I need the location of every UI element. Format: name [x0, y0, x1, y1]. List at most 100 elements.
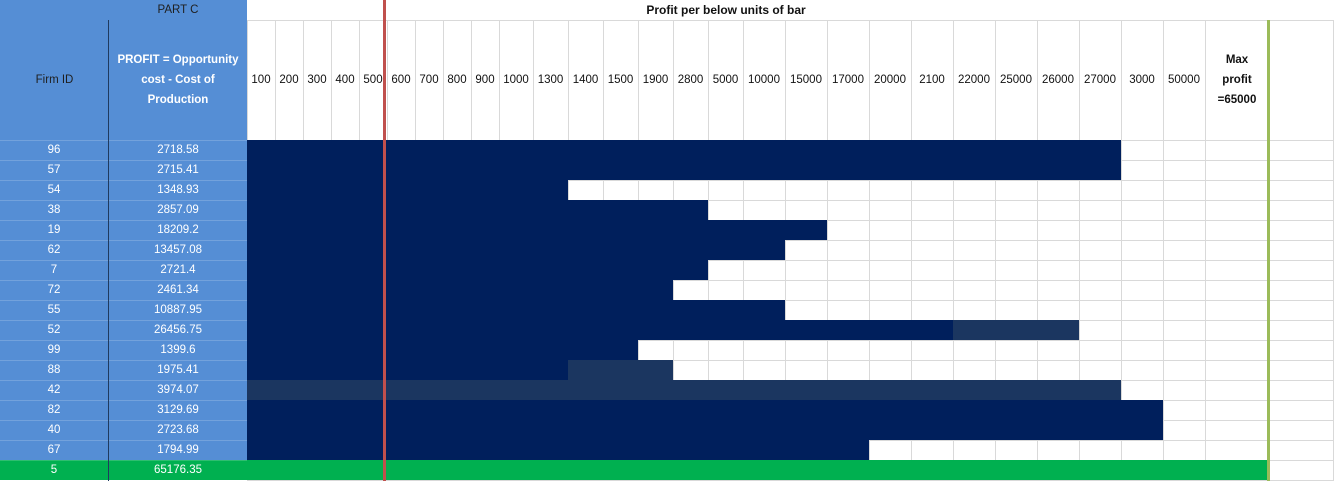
firm-id-cell: 5	[50, 464, 58, 476]
profit-cell: 1399.6	[160, 344, 196, 356]
firm-id-cell: 67	[47, 444, 61, 456]
max-profit-line2: profit	[1222, 74, 1252, 86]
profit-bar	[247, 380, 1121, 400]
column-header: 50000	[1168, 74, 1200, 86]
max-profit-row-highlight	[0, 460, 1269, 480]
column-header: 2100	[919, 74, 945, 86]
firm-id-cell: 7	[50, 264, 58, 276]
grid-horizontal	[247, 360, 1334, 361]
grid-vertical	[995, 20, 996, 481]
column-header: 10000	[748, 74, 780, 86]
grid-vertical	[1205, 20, 1206, 481]
grid-vertical	[1079, 20, 1080, 481]
column-header: 15000	[790, 74, 822, 86]
column-header: 5000	[712, 74, 739, 86]
grid-vertical	[1121, 20, 1122, 481]
firm-id-cell: 54	[47, 184, 61, 196]
grid-horizontal	[247, 340, 1334, 341]
profit-bar	[247, 340, 638, 360]
firm-id-header: Firm ID	[35, 74, 74, 86]
profit-cell: 2723.68	[157, 424, 199, 436]
column-header: 20000	[874, 74, 906, 86]
grid-horizontal	[247, 20, 1334, 21]
chart-title: Profit per below units of bar	[646, 3, 806, 17]
part-label: PART C	[157, 4, 199, 16]
column-header: 700	[419, 74, 439, 86]
profit-bar	[247, 260, 708, 280]
column-header: 27000	[1084, 74, 1116, 86]
row-separator	[0, 380, 247, 381]
row-separator	[0, 200, 247, 201]
grid-vertical	[911, 20, 912, 481]
column-header: 1900	[642, 74, 669, 86]
column-header: 3000	[1129, 74, 1155, 86]
profit-header-line1: PROFIT = Opportunity	[117, 54, 239, 66]
row-separator	[0, 320, 247, 321]
column-header: 200	[279, 74, 299, 86]
profit-bar	[953, 320, 1079, 340]
profit-bar	[247, 240, 785, 260]
row-separator	[0, 240, 247, 241]
profit-bar	[247, 180, 568, 200]
column-header: 300	[307, 74, 327, 86]
grid-vertical	[1037, 20, 1038, 481]
firm-id-cell: 62	[47, 244, 61, 256]
column-header: 500	[363, 74, 383, 86]
firm-id-cell: 99	[47, 344, 61, 356]
column-header: 900	[475, 74, 495, 86]
profit-cell: 18209.2	[157, 224, 199, 236]
firm-id-cell: 38	[47, 204, 61, 216]
row-separator	[0, 140, 247, 141]
row-separator	[0, 220, 247, 221]
profit-cell: 2721.4	[160, 264, 196, 276]
column-header: 800	[447, 74, 467, 86]
firm-id-separator	[108, 20, 109, 481]
firm-id-cell: 72	[47, 284, 61, 296]
profit-cell: 2461.34	[157, 284, 199, 296]
row-separator	[0, 260, 247, 261]
profit-bar	[568, 360, 673, 380]
firm-id-cell: 88	[47, 364, 61, 376]
column-header: 1000	[503, 74, 529, 86]
profit-cell: 13457.08	[154, 244, 202, 256]
firm-id-cell: 57	[47, 164, 61, 176]
grid-vertical	[1163, 20, 1164, 481]
profit-bar	[247, 440, 869, 460]
profit-cell: 10887.95	[154, 304, 202, 316]
part-label-bg	[0, 0, 247, 20]
firm-id-cell: 40	[47, 424, 61, 436]
profit-header-line2: cost - Cost of	[141, 74, 215, 86]
row-separator	[0, 160, 247, 161]
column-header: 1500	[607, 74, 634, 86]
firm-id-header-bg	[0, 20, 247, 140]
profit-cell: 1975.41	[157, 364, 199, 376]
firm-id-cell: 19	[47, 224, 61, 236]
reference-line-red	[383, 0, 386, 481]
grid-vertical	[827, 20, 828, 481]
column-header: 17000	[832, 74, 864, 86]
column-header: 25000	[1000, 74, 1032, 86]
profit-bar	[247, 220, 827, 240]
profit-cell: 3974.07	[157, 384, 199, 396]
row-separator	[0, 180, 247, 181]
grid-horizontal	[247, 280, 1334, 281]
firm-id-cell: 42	[47, 384, 61, 396]
profit-bar	[247, 360, 568, 380]
profit-bar	[247, 320, 953, 340]
profit-bar	[247, 300, 785, 320]
row-separator	[0, 280, 247, 281]
max-profit-line1: Max	[1225, 54, 1249, 66]
profit-cell: 65176.35	[154, 464, 202, 476]
profit-cell: 1794.99	[157, 444, 199, 456]
grid-vertical	[785, 20, 786, 481]
profit-cell: 2857.09	[157, 204, 199, 216]
column-header: 400	[335, 74, 355, 86]
column-header: 22000	[958, 74, 990, 86]
row-separator	[0, 420, 247, 421]
profit-bar	[247, 400, 1163, 420]
column-header: 1300	[537, 74, 564, 86]
profit-bar	[247, 140, 1121, 160]
grid-horizontal	[247, 240, 1334, 241]
firm-id-cell: 55	[47, 304, 61, 316]
profit-header-line3: Production	[147, 94, 209, 106]
